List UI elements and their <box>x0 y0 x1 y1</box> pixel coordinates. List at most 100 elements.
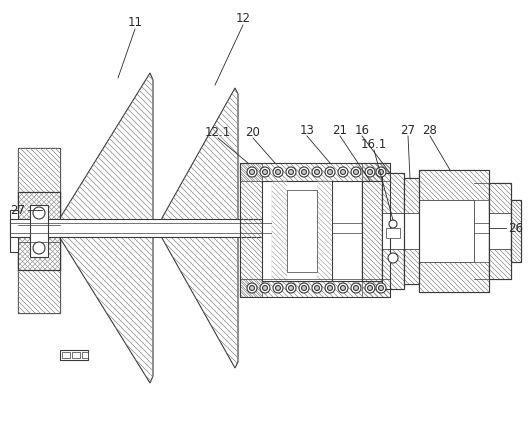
Bar <box>382 173 404 289</box>
Circle shape <box>33 242 45 254</box>
Circle shape <box>389 220 397 228</box>
Bar <box>511 200 521 262</box>
Bar <box>18 192 60 227</box>
Bar <box>18 192 60 270</box>
Text: 27: 27 <box>401 124 416 137</box>
Circle shape <box>379 169 383 175</box>
Circle shape <box>33 207 45 219</box>
Circle shape <box>325 283 335 293</box>
Bar <box>489 183 511 279</box>
Circle shape <box>325 167 335 177</box>
Bar <box>419 170 489 292</box>
Text: 26: 26 <box>508 221 523 234</box>
Circle shape <box>247 283 257 293</box>
Bar <box>18 148 60 313</box>
Text: 27: 27 <box>11 203 25 216</box>
Polygon shape <box>162 88 238 224</box>
Circle shape <box>312 283 322 293</box>
Bar <box>272 181 287 281</box>
Circle shape <box>376 167 386 177</box>
Text: 12.1: 12.1 <box>205 125 231 138</box>
Circle shape <box>315 285 319 290</box>
Bar <box>419 262 489 292</box>
Circle shape <box>338 283 348 293</box>
Bar <box>404 178 419 213</box>
Circle shape <box>299 167 309 177</box>
Circle shape <box>354 169 359 175</box>
Bar <box>72 352 80 358</box>
Circle shape <box>312 167 322 177</box>
Circle shape <box>276 169 280 175</box>
Bar <box>362 181 382 281</box>
Bar <box>382 213 404 249</box>
Circle shape <box>367 285 372 290</box>
Circle shape <box>367 169 372 175</box>
Bar <box>511 200 521 262</box>
Bar <box>30 205 48 257</box>
Circle shape <box>286 283 296 293</box>
Bar <box>419 183 474 279</box>
Circle shape <box>341 285 345 290</box>
Text: 20: 20 <box>246 125 260 138</box>
Circle shape <box>273 283 283 293</box>
Bar <box>362 181 382 281</box>
Circle shape <box>276 285 280 290</box>
Circle shape <box>376 283 386 293</box>
Circle shape <box>338 167 348 177</box>
Bar <box>18 148 60 192</box>
Bar <box>62 352 70 358</box>
Bar <box>60 350 88 360</box>
Circle shape <box>301 169 306 175</box>
Circle shape <box>388 253 398 263</box>
Circle shape <box>351 283 361 293</box>
Bar <box>382 173 404 213</box>
Circle shape <box>351 167 361 177</box>
Bar <box>18 192 60 270</box>
Circle shape <box>301 285 306 290</box>
Bar <box>262 181 362 281</box>
Bar <box>386 228 400 238</box>
Circle shape <box>262 285 268 290</box>
Polygon shape <box>60 232 153 383</box>
Bar <box>489 213 511 249</box>
Bar <box>240 279 390 297</box>
Text: 21: 21 <box>333 124 347 137</box>
Bar <box>18 192 60 227</box>
Bar <box>362 163 390 297</box>
Circle shape <box>260 283 270 293</box>
Bar <box>419 170 489 200</box>
Bar <box>317 181 332 281</box>
Text: 28: 28 <box>422 124 437 137</box>
Bar <box>511 200 521 262</box>
Polygon shape <box>162 232 238 368</box>
Circle shape <box>365 283 375 293</box>
Bar <box>382 173 404 289</box>
Bar <box>489 183 511 279</box>
Circle shape <box>379 285 383 290</box>
Circle shape <box>250 285 254 290</box>
Text: 11: 11 <box>127 16 143 29</box>
Circle shape <box>286 167 296 177</box>
Circle shape <box>273 167 283 177</box>
Circle shape <box>327 285 333 290</box>
Bar <box>404 178 419 284</box>
Bar <box>382 249 404 289</box>
Circle shape <box>250 169 254 175</box>
Bar <box>240 163 390 181</box>
Bar <box>272 181 332 281</box>
Bar <box>240 163 390 297</box>
Bar <box>18 270 60 313</box>
Text: 16: 16 <box>354 124 370 137</box>
Circle shape <box>354 285 359 290</box>
Text: 12: 12 <box>235 12 250 25</box>
Bar <box>419 170 489 292</box>
Circle shape <box>247 167 257 177</box>
Circle shape <box>299 283 309 293</box>
Bar <box>489 183 511 213</box>
Bar <box>287 190 317 272</box>
Bar <box>10 219 510 237</box>
Text: 13: 13 <box>299 124 315 137</box>
Bar <box>18 148 60 313</box>
Circle shape <box>262 169 268 175</box>
Circle shape <box>260 167 270 177</box>
